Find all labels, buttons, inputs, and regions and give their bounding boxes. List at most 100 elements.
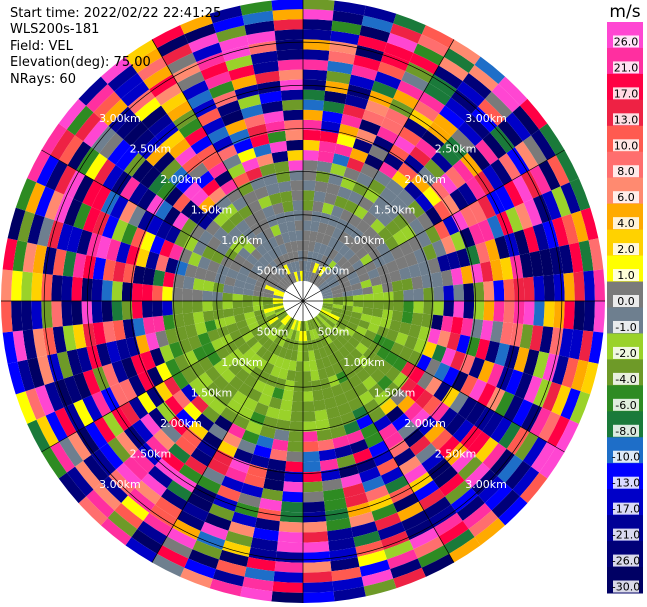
ppi-cell	[293, 381, 303, 392]
ppi-cell	[324, 497, 347, 512]
ppi-cell	[484, 238, 500, 262]
ppi-cell	[433, 301, 444, 316]
ppi-cell	[148, 465, 173, 489]
ppi-cell	[182, 312, 195, 327]
ppi-cell	[583, 270, 595, 301]
ppi-cell	[27, 357, 45, 389]
ppi-cell	[207, 351, 222, 367]
ppi-cell	[212, 291, 223, 301]
ppi-cell	[303, 371, 312, 382]
ppi-cell	[148, 113, 173, 137]
ppi-cell	[154, 200, 173, 221]
ppi-cell	[154, 381, 173, 402]
ppi-cell	[303, 0, 335, 11]
ppi-cell	[207, 235, 222, 251]
ppi-cell	[531, 441, 556, 473]
ppi-cell	[335, 218, 349, 232]
ppi-cell	[92, 366, 110, 392]
ppi-cell	[282, 337, 291, 349]
ppi-cell	[362, 348, 377, 362]
ppi-cell	[343, 341, 356, 354]
ppi-cell	[213, 226, 229, 242]
ppi-cell	[389, 269, 402, 283]
ppi-cell	[221, 475, 244, 493]
azimuth-spoke	[41, 149, 304, 302]
ppi-cell	[234, 313, 246, 323]
ppi-cell	[140, 231, 156, 252]
ppi-cell	[338, 243, 351, 257]
ppi-cell	[250, 454, 270, 469]
ppi-cell	[470, 263, 484, 284]
ppi-cell	[82, 369, 101, 396]
ppi-cell	[413, 536, 444, 559]
ppi-cell	[374, 512, 402, 531]
ppi-cell	[368, 440, 389, 458]
ppi-cell	[309, 329, 316, 341]
ppi-cell	[349, 438, 369, 455]
ppi-cell	[242, 288, 254, 296]
ppi-cell	[482, 132, 507, 159]
ppi-cell	[330, 284, 342, 292]
ppi-cell	[164, 186, 184, 207]
ppi-cell	[276, 268, 286, 279]
ppi-cell	[198, 229, 214, 246]
ppi-cell	[393, 301, 404, 312]
ppi-cell	[237, 438, 257, 455]
ppi-cell	[250, 537, 278, 552]
ppi-cell	[417, 371, 434, 390]
ppi-cell	[327, 316, 338, 325]
ppi-cell	[445, 413, 466, 436]
ppi-cell	[207, 126, 230, 145]
ppi-cell	[377, 375, 393, 391]
ppi-cell	[283, 481, 303, 493]
ppi-cell	[291, 401, 303, 412]
ppi-cell	[152, 25, 185, 49]
ppi-cell	[578, 330, 594, 362]
ppi-cell	[290, 180, 303, 191]
ppi-cell	[580, 207, 599, 241]
ppi-cell	[192, 42, 223, 62]
colorbar-tick-label: 17.0	[614, 87, 639, 100]
ppi-grid	[1, 0, 605, 603]
ppi-cell	[486, 215, 505, 239]
ppi-cell	[323, 321, 333, 331]
ppi-cell	[27, 213, 45, 245]
ppi-cell	[294, 220, 303, 231]
ppi-cell	[319, 377, 331, 390]
colorbar-tick-bg	[613, 372, 639, 385]
ppi-cell	[145, 251, 160, 270]
ppi-cell	[242, 396, 258, 412]
ppi-cell	[353, 382, 369, 397]
ppi-cell	[165, 257, 179, 274]
azimuth-spoke	[302, 300, 455, 563]
ppi-cell	[285, 129, 303, 141]
ppi-cell	[86, 489, 115, 518]
ppi-cell	[444, 136, 468, 160]
ppi-cell	[346, 321, 359, 332]
ppi-cell	[433, 362, 451, 382]
ppi-cell	[326, 330, 337, 342]
ppi-cell	[308, 350, 316, 362]
ppi-cell	[274, 233, 285, 246]
ppi-cell	[134, 97, 161, 122]
ppi-cell	[303, 150, 319, 161]
ppi-cell	[121, 282, 133, 301]
ppi-cell	[529, 325, 544, 352]
ppi-cell	[433, 286, 444, 301]
ppi-cell	[478, 99, 505, 126]
ppi-cell	[128, 396, 149, 420]
ppi-cell	[303, 561, 332, 573]
ppi-cell	[229, 240, 244, 254]
ppi-cell	[262, 252, 274, 264]
ppi-cell	[172, 61, 201, 84]
ppi-cell	[123, 121, 149, 147]
ppi-cell	[220, 368, 236, 384]
ppi-cell	[462, 502, 492, 530]
ppi-cell	[86, 232, 102, 258]
ppi-cell	[416, 230, 432, 248]
ppi-cell	[155, 496, 183, 519]
ppi-cell	[286, 369, 296, 382]
ppi-cell	[278, 521, 303, 533]
ppi-cell	[490, 259, 504, 282]
ppi-cell	[359, 25, 391, 43]
